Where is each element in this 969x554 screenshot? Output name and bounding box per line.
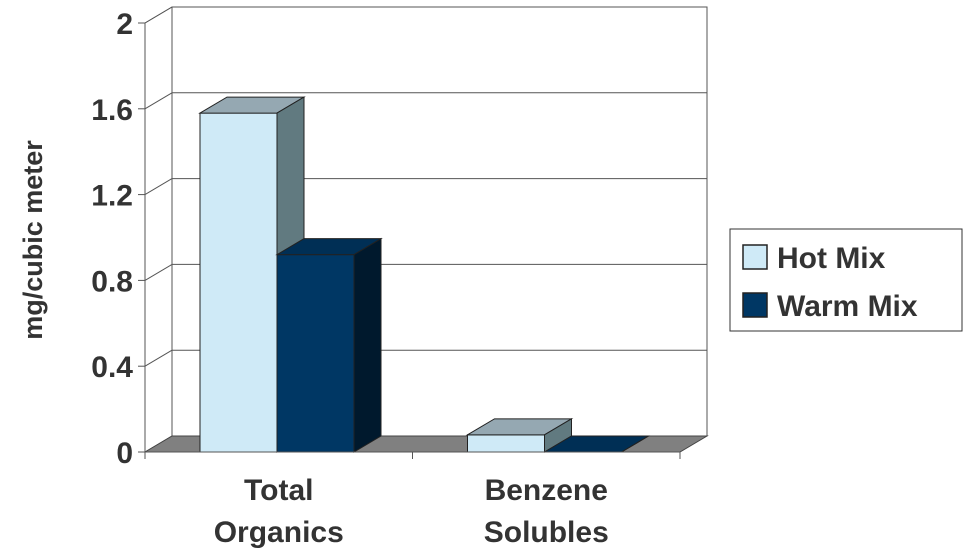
bars [198,96,651,453]
y-axis-ticks: 0 0.4 0.8 1.2 1.6 2 [91,8,145,470]
legend-box [729,228,963,332]
bar-hot-mix-1 [465,417,574,453]
legend-label: Hot Mix [777,242,886,275]
y-tick-label: 0.4 [91,351,133,384]
y-tick-label: 1.2 [91,180,133,213]
legend-swatch [742,244,768,270]
gridline-diagonal [144,178,173,196]
x-category-label: Solubles [484,516,609,549]
bar-side [621,435,649,453]
y-axis-title: mg/cubic meter [18,140,48,340]
x-category-label: Total [244,474,313,507]
gridline-diagonal [144,263,173,281]
x-axis-categories: Total Organics Benzene Solubles [144,452,681,549]
y-tick-label: 2 [116,8,133,41]
y-tick-label: 1.6 [91,94,133,127]
gridline-diagonal [144,349,173,367]
bar-warm-mix-1 [542,435,651,453]
y-axis-top [144,6,173,24]
bar-front [467,434,545,453]
y-tick-label: 0 [116,437,133,470]
legend-label: Warm Mix [777,290,918,323]
bar-side [353,237,382,453]
x-category-label: Benzene [485,474,608,507]
bar-front [276,254,355,453]
gridline-diagonal [144,92,173,110]
bar-warm-mix-0 [275,237,383,453]
legend-swatch [742,292,768,318]
x-category-label: Organics [214,516,344,549]
legend: Hot Mix Warm Mix [729,228,963,332]
y-tick-label: 0.8 [91,265,133,298]
bar-front [199,112,278,453]
